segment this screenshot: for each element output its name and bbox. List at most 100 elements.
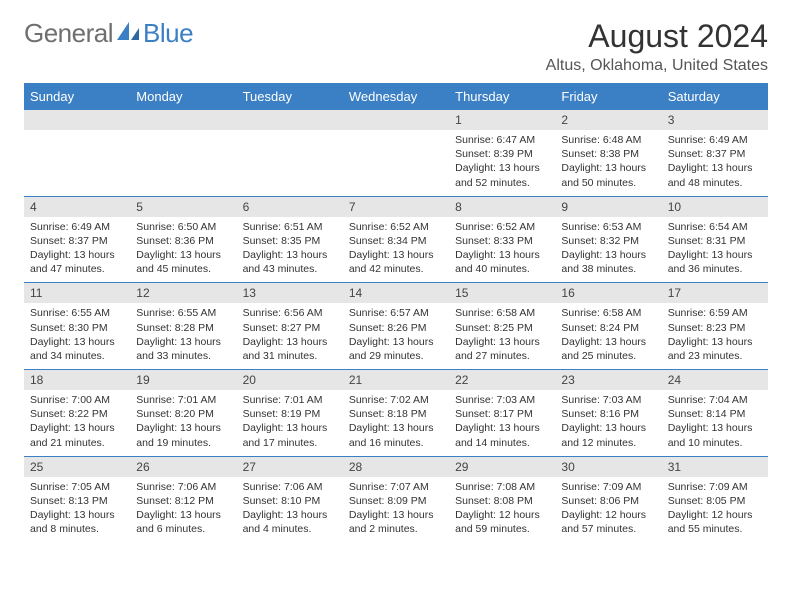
day-header: Monday [130,83,236,110]
date-number-cell: 27 [237,456,343,477]
title-block: August 2024 Altus, Oklahoma, United Stat… [546,18,768,75]
sunset-text: Sunset: 8:14 PM [668,407,762,421]
logo-text-blue: Blue [143,18,193,49]
date-details-cell: Sunrise: 7:01 AMSunset: 8:19 PMDaylight:… [237,390,343,456]
calendar-document: General Blue August 2024 Altus, Oklahoma… [0,0,792,554]
sunset-text: Sunset: 8:31 PM [668,234,762,248]
sunrise-text: Sunrise: 7:00 AM [30,393,124,407]
day-header: Saturday [662,83,768,110]
date-number-cell: 24 [662,370,768,391]
date-details-cell: Sunrise: 6:55 AMSunset: 8:30 PMDaylight:… [24,303,130,369]
sunrise-text: Sunrise: 6:52 AM [455,220,549,234]
sunrise-text: Sunrise: 6:59 AM [668,306,762,320]
daylight-text: Daylight: 13 hours and 6 minutes. [136,508,230,536]
daylight-text: Daylight: 13 hours and 42 minutes. [349,248,443,276]
day-header: Friday [555,83,661,110]
sunset-text: Sunset: 8:16 PM [561,407,655,421]
sunrise-text: Sunrise: 6:48 AM [561,133,655,147]
daylight-text: Daylight: 13 hours and 25 minutes. [561,335,655,363]
sunrise-text: Sunrise: 6:49 AM [668,133,762,147]
sunrise-text: Sunrise: 6:50 AM [136,220,230,234]
sunrise-text: Sunrise: 6:47 AM [455,133,549,147]
date-number-cell: 28 [343,456,449,477]
date-details-cell: Sunrise: 7:01 AMSunset: 8:20 PMDaylight:… [130,390,236,456]
sunrise-text: Sunrise: 7:01 AM [243,393,337,407]
daylight-text: Daylight: 13 hours and 17 minutes. [243,421,337,449]
sunrise-text: Sunrise: 6:49 AM [30,220,124,234]
date-number-cell: 30 [555,456,661,477]
sunset-text: Sunset: 8:32 PM [561,234,655,248]
date-number-cell: 9 [555,196,661,217]
date-details-cell: Sunrise: 6:49 AMSunset: 8:37 PMDaylight:… [662,130,768,196]
sunset-text: Sunset: 8:13 PM [30,494,124,508]
sunset-text: Sunset: 8:23 PM [668,321,762,335]
daylight-text: Daylight: 13 hours and 48 minutes. [668,161,762,189]
date-number-cell [343,110,449,130]
date-details-cell: Sunrise: 6:59 AMSunset: 8:23 PMDaylight:… [662,303,768,369]
daylight-text: Daylight: 13 hours and 45 minutes. [136,248,230,276]
daylight-text: Daylight: 13 hours and 33 minutes. [136,335,230,363]
date-number-cell: 10 [662,196,768,217]
date-number-cell: 29 [449,456,555,477]
date-number-cell: 7 [343,196,449,217]
date-details-row: Sunrise: 6:55 AMSunset: 8:30 PMDaylight:… [24,303,768,369]
date-details-cell: Sunrise: 7:06 AMSunset: 8:10 PMDaylight:… [237,477,343,543]
date-details-cell: Sunrise: 7:03 AMSunset: 8:16 PMDaylight:… [555,390,661,456]
sunrise-text: Sunrise: 6:55 AM [136,306,230,320]
daylight-text: Daylight: 13 hours and 43 minutes. [243,248,337,276]
sunset-text: Sunset: 8:18 PM [349,407,443,421]
sunset-text: Sunset: 8:34 PM [349,234,443,248]
daylight-text: Daylight: 13 hours and 21 minutes. [30,421,124,449]
sunset-text: Sunset: 8:33 PM [455,234,549,248]
date-details-cell: Sunrise: 7:00 AMSunset: 8:22 PMDaylight:… [24,390,130,456]
date-number-cell: 11 [24,283,130,304]
daylight-text: Daylight: 12 hours and 59 minutes. [455,508,549,536]
date-number-cell: 16 [555,283,661,304]
sunset-text: Sunset: 8:09 PM [349,494,443,508]
date-details-cell: Sunrise: 6:58 AMSunset: 8:25 PMDaylight:… [449,303,555,369]
logo-text-general: General [24,18,113,49]
date-details-cell: Sunrise: 7:09 AMSunset: 8:05 PMDaylight:… [662,477,768,543]
date-details-cell: Sunrise: 6:52 AMSunset: 8:34 PMDaylight:… [343,217,449,283]
sunrise-text: Sunrise: 7:05 AM [30,480,124,494]
sunset-text: Sunset: 8:37 PM [668,147,762,161]
date-number-cell [130,110,236,130]
day-header: Tuesday [237,83,343,110]
sunrise-text: Sunrise: 6:58 AM [561,306,655,320]
sunset-text: Sunset: 8:36 PM [136,234,230,248]
daylight-text: Daylight: 13 hours and 8 minutes. [30,508,124,536]
date-details-cell: Sunrise: 7:09 AMSunset: 8:06 PMDaylight:… [555,477,661,543]
date-details-cell: Sunrise: 7:05 AMSunset: 8:13 PMDaylight:… [24,477,130,543]
sunrise-text: Sunrise: 6:54 AM [668,220,762,234]
daylight-text: Daylight: 13 hours and 14 minutes. [455,421,549,449]
date-details-cell: Sunrise: 6:53 AMSunset: 8:32 PMDaylight:… [555,217,661,283]
date-details-cell: Sunrise: 7:04 AMSunset: 8:14 PMDaylight:… [662,390,768,456]
sunrise-text: Sunrise: 7:03 AM [561,393,655,407]
daylight-text: Daylight: 13 hours and 29 minutes. [349,335,443,363]
sunrise-text: Sunrise: 7:01 AM [136,393,230,407]
date-number-cell: 25 [24,456,130,477]
daylight-text: Daylight: 13 hours and 50 minutes. [561,161,655,189]
sunset-text: Sunset: 8:37 PM [30,234,124,248]
daylight-text: Daylight: 13 hours and 27 minutes. [455,335,549,363]
sunset-text: Sunset: 8:39 PM [455,147,549,161]
date-number-cell: 14 [343,283,449,304]
daylight-text: Daylight: 13 hours and 38 minutes. [561,248,655,276]
date-number-cell: 12 [130,283,236,304]
date-details-cell: Sunrise: 7:02 AMSunset: 8:18 PMDaylight:… [343,390,449,456]
date-number-row: 25262728293031 [24,456,768,477]
daylight-text: Daylight: 13 hours and 31 minutes. [243,335,337,363]
day-header-row: Sunday Monday Tuesday Wednesday Thursday… [24,83,768,110]
sunset-text: Sunset: 8:22 PM [30,407,124,421]
date-details-cell: Sunrise: 6:55 AMSunset: 8:28 PMDaylight:… [130,303,236,369]
sunrise-text: Sunrise: 7:02 AM [349,393,443,407]
sunset-text: Sunset: 8:06 PM [561,494,655,508]
date-number-cell [237,110,343,130]
day-header: Thursday [449,83,555,110]
sunset-text: Sunset: 8:08 PM [455,494,549,508]
date-number-cell: 20 [237,370,343,391]
date-number-row: 45678910 [24,196,768,217]
date-number-cell: 3 [662,110,768,130]
calendar-body: 12 3 Sunrise: 6:47 AMSunset: 8:39 PM Daylig… [24,110,768,542]
date-number-cell: 15 [449,283,555,304]
